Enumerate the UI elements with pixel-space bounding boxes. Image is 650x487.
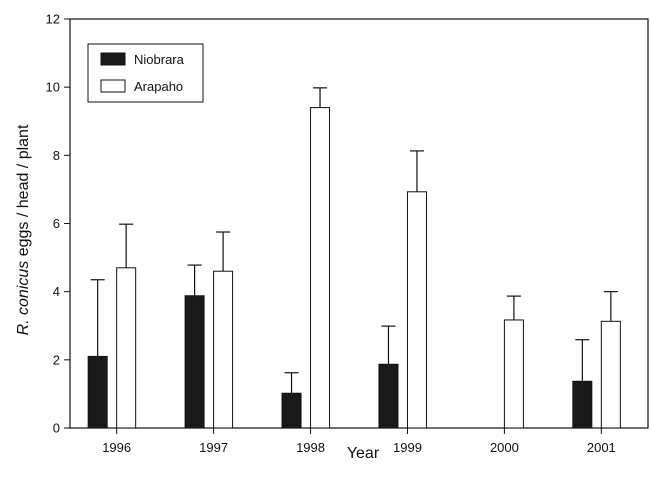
bar-niobrara-1996	[87, 355, 108, 429]
x-tick-label: 2000	[490, 440, 519, 455]
y-axis-title-unit: eggs / head / plant	[15, 124, 32, 261]
bar-niobrara-1997	[184, 295, 205, 429]
y-tick-label: 12	[46, 12, 60, 27]
bar-arapaho-1998	[310, 107, 331, 429]
y-tick-label: 10	[46, 80, 60, 95]
y-tick-label: 2	[53, 352, 60, 367]
legend-swatch-arapaho	[100, 79, 126, 93]
legend-swatch-niobrara	[100, 52, 126, 66]
bar-niobrara-2001	[572, 380, 593, 429]
bar-arapaho-2000	[503, 319, 524, 429]
y-tick-label: 8	[53, 148, 60, 163]
x-tick-label: 2001	[587, 440, 616, 455]
x-axis-title: Year	[347, 445, 380, 462]
x-tick-label: 1999	[393, 440, 422, 455]
bar-arapaho-1997	[213, 270, 234, 429]
x-tick-label: 1998	[296, 440, 325, 455]
legend-label-arapaho: Arapaho	[134, 79, 183, 94]
plot-area	[69, 18, 649, 429]
bar-arapaho-1999	[406, 191, 427, 429]
bar-niobrara-1999	[378, 363, 399, 429]
x-tick-label: 1997	[199, 440, 228, 455]
x-axis: 1996 1997 1998 1999 2000 2001	[102, 428, 616, 455]
y-tick-label: 0	[53, 421, 60, 436]
bar-niobrara-1998	[281, 392, 302, 429]
legend: Niobrara Arapaho	[87, 43, 204, 103]
bar-arapaho-1996	[116, 267, 137, 429]
y-axis: 0 2 4 6 8 10 12	[46, 12, 70, 436]
bar-arapaho-2001	[600, 320, 621, 429]
x-tick-label: 1996	[102, 440, 131, 455]
y-tick-label: 6	[53, 216, 60, 231]
legend-label-niobrara: Niobrara	[134, 52, 185, 67]
y-axis-title-species: R. conicus	[15, 261, 32, 336]
y-tick-label: 4	[53, 284, 60, 299]
y-axis-title: R. conicus eggs / head / plant	[15, 124, 32, 335]
